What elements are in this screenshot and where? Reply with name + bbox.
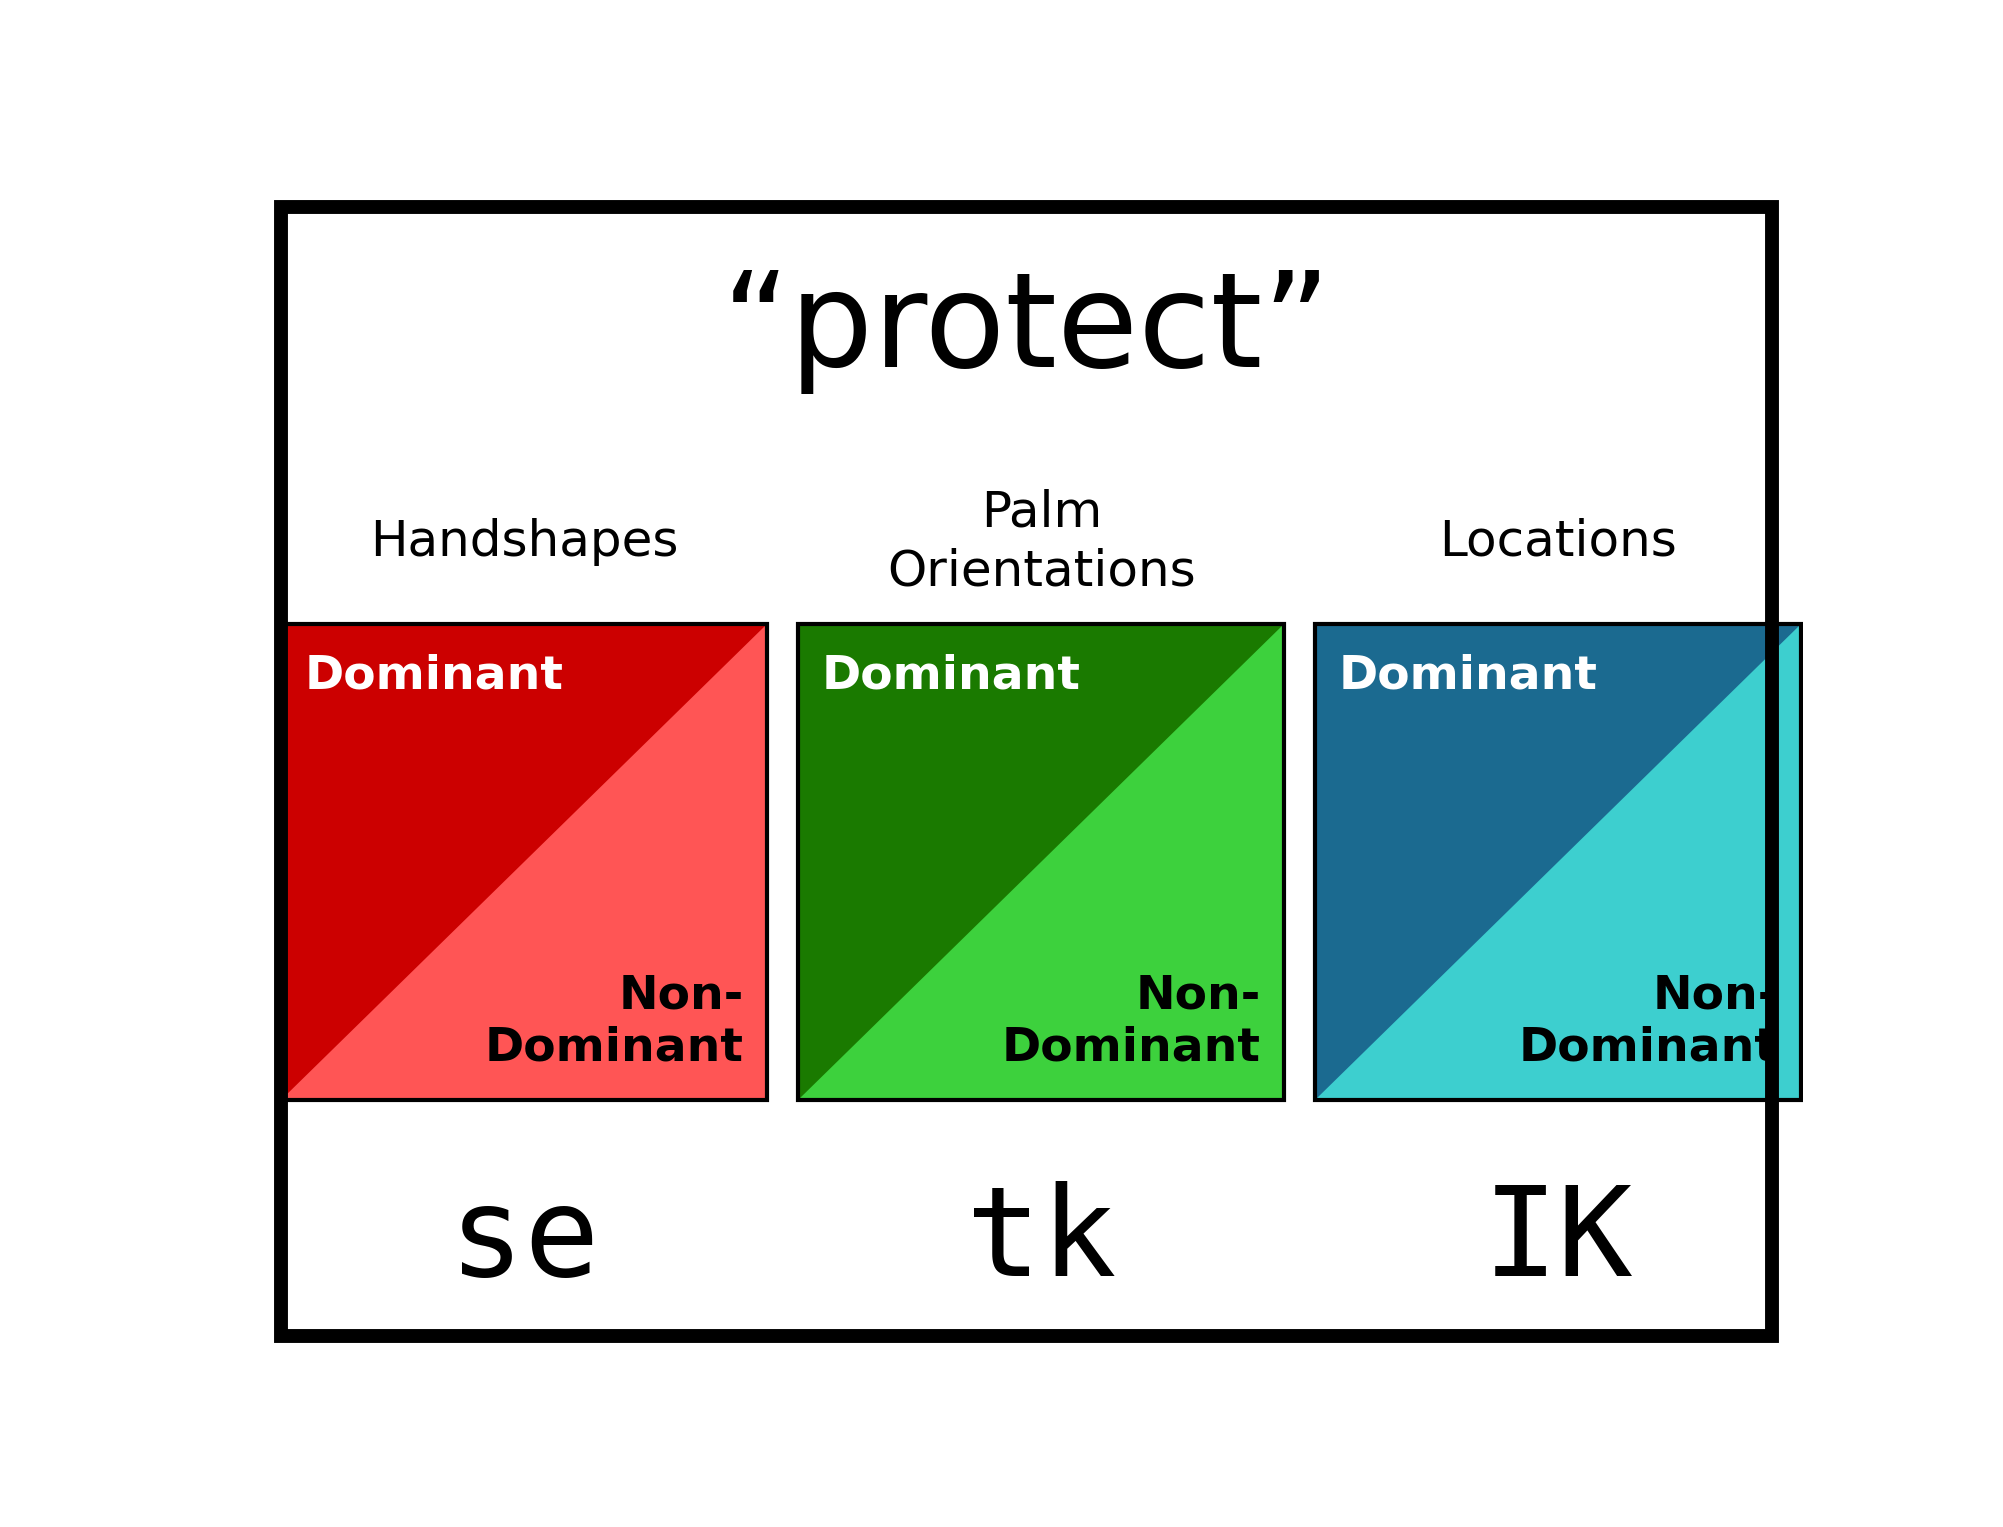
Bar (799, 625, 1284, 1101)
Text: se: se (449, 1180, 599, 1303)
Bar (799, 625, 1284, 1101)
Bar (280, 625, 767, 1101)
Polygon shape (1316, 625, 1801, 1101)
Text: Dominant: Dominant (304, 654, 563, 698)
Text: Handshapes: Handshapes (371, 518, 679, 567)
Text: Dominant: Dominant (1338, 654, 1598, 698)
Text: Non-
Dominant: Non- Dominant (1518, 974, 1779, 1070)
Text: Non-
Dominant: Non- Dominant (485, 974, 743, 1070)
Bar (280, 625, 767, 1101)
Text: “protect”: “protect” (721, 267, 1332, 394)
Text: Palm
Orientations: Palm Orientations (887, 489, 1196, 596)
Bar (1316, 625, 1801, 1101)
Bar (1316, 625, 1801, 1101)
Text: Locations: Locations (1440, 518, 1677, 567)
Polygon shape (280, 625, 767, 1101)
Text: Dominant: Dominant (821, 654, 1082, 698)
Text: Non-
Dominant: Non- Dominant (1002, 974, 1262, 1070)
Text: IK: IK (1482, 1180, 1634, 1303)
Text: tk: tk (965, 1180, 1116, 1303)
Polygon shape (799, 625, 1284, 1101)
